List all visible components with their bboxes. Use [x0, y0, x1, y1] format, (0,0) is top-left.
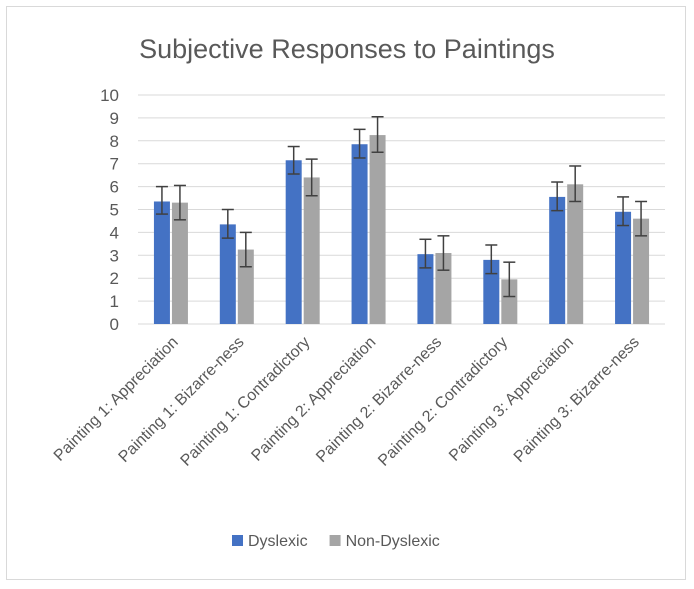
error-bar	[635, 200, 648, 237]
legend-label: Dyslexic	[248, 533, 308, 550]
legend-swatch-non-dyslexic	[329, 535, 341, 546]
error-bar	[221, 208, 234, 239]
bars	[153, 135, 650, 324]
x-category-label: Painting 2: Bizarre-ness	[313, 334, 445, 466]
y-tick-label: 1	[110, 292, 119, 311]
bar-non-dyslexic-8	[633, 218, 650, 324]
bar-non-dyslexic-3	[303, 177, 320, 324]
y-tick-label: 3	[110, 246, 119, 265]
y-tick-label: 2	[110, 269, 119, 288]
y-tick-label: 4	[110, 223, 119, 242]
error-bar	[155, 185, 168, 215]
chart-title: Subjective Responses to Paintings	[139, 34, 555, 64]
chart-frame	[6, 6, 686, 580]
bar-dyslexic-8	[615, 211, 632, 324]
y-tick-label: 7	[110, 155, 119, 174]
bar-dyslexic-3	[285, 160, 302, 324]
legend: Dyslexic Non-Dyslexic	[232, 533, 440, 550]
bar-dyslexic-6	[483, 259, 500, 324]
x-category-label: Painting 1: Contradictory	[178, 334, 314, 470]
bar-dyslexic-5	[417, 254, 434, 324]
bar-dyslexic-7	[549, 196, 566, 324]
bar-non-dyslexic-2	[237, 249, 254, 324]
x-category-label: Painting 1: Appreciation	[51, 334, 182, 465]
error-bar	[239, 231, 252, 268]
y-axis-ticks: 0 1 2 3 4 5 6 7 8 9 10	[100, 86, 119, 334]
error-bar	[569, 165, 582, 203]
error-bar	[503, 261, 516, 298]
error-bar	[371, 116, 384, 153]
y-tick-label: 6	[110, 178, 119, 197]
y-tick-label: 10	[100, 86, 119, 105]
error-bar	[353, 128, 366, 159]
error-bar	[551, 181, 564, 212]
legend-label: Non-Dyslexic	[346, 533, 440, 550]
gridlines	[138, 94, 665, 325]
y-tick-label: 9	[110, 109, 119, 128]
bar-non-dyslexic-7	[567, 184, 584, 324]
error-bar	[305, 158, 318, 197]
bar-non-dyslexic-1	[171, 202, 188, 324]
y-tick-label: 0	[110, 315, 119, 334]
error-bar	[485, 244, 498, 275]
y-tick-label: 8	[110, 132, 119, 151]
y-tick-label: 5	[110, 201, 119, 220]
x-category-label: Painting 3: Appreciation	[446, 334, 577, 465]
legend-swatch-dyslexic	[232, 535, 243, 546]
error-bar	[419, 238, 432, 269]
bar-dyslexic-1	[153, 201, 170, 324]
x-category-label: Painting 2: Contradictory	[375, 334, 511, 470]
bar-dyslexic-2	[219, 224, 236, 324]
error-bar	[173, 184, 186, 221]
x-category-label: Painting 2: Appreciation	[248, 334, 379, 465]
error-bar	[287, 145, 300, 175]
x-category-label: Painting 3: Bizarre-ness	[511, 334, 643, 466]
bar-dyslexic-4	[351, 144, 368, 324]
error-bars	[155, 116, 648, 298]
x-category-label: Painting 1: Bizarre-ness	[116, 334, 248, 466]
bar-non-dyslexic-6	[501, 279, 518, 324]
error-bar	[437, 235, 450, 271]
error-bar	[617, 196, 630, 227]
bar-non-dyslexic-4	[369, 135, 386, 324]
